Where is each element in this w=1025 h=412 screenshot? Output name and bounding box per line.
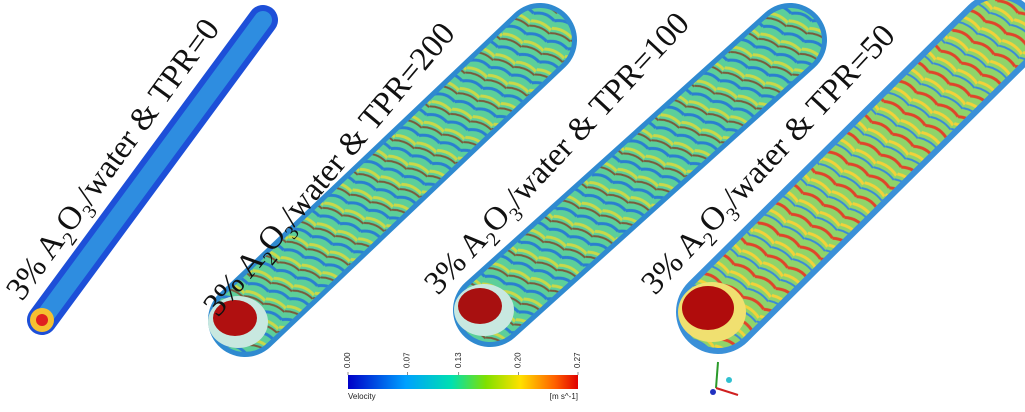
colorbar-title: Velocity xyxy=(348,392,376,401)
colorbar-tick-label: 0.20 xyxy=(513,352,522,368)
colorbar-tick-label: 0.07 xyxy=(403,352,412,368)
colorbar-scale xyxy=(348,375,578,389)
tube-label: 3% A2O3/water & TPR=0 xyxy=(0,12,231,309)
colorbar-tick-label: 0.13 xyxy=(454,352,463,368)
tube-end xyxy=(682,286,734,330)
figure: 3% A2O3/water & TPR=03% A2O3/water & TPR… xyxy=(0,0,1025,412)
axis-triad xyxy=(710,362,738,395)
colorbar: Velocity [m s^-1] 0.00 0.07 0.13 0.20 0.27 xyxy=(343,352,582,401)
colorbar-unit: [m s^-1] xyxy=(550,392,578,401)
colorbar-tick-label: 0.27 xyxy=(573,352,582,368)
colorbar-tick-label: 0.00 xyxy=(343,352,352,368)
tube-end xyxy=(36,314,48,326)
tube-end xyxy=(458,288,502,324)
